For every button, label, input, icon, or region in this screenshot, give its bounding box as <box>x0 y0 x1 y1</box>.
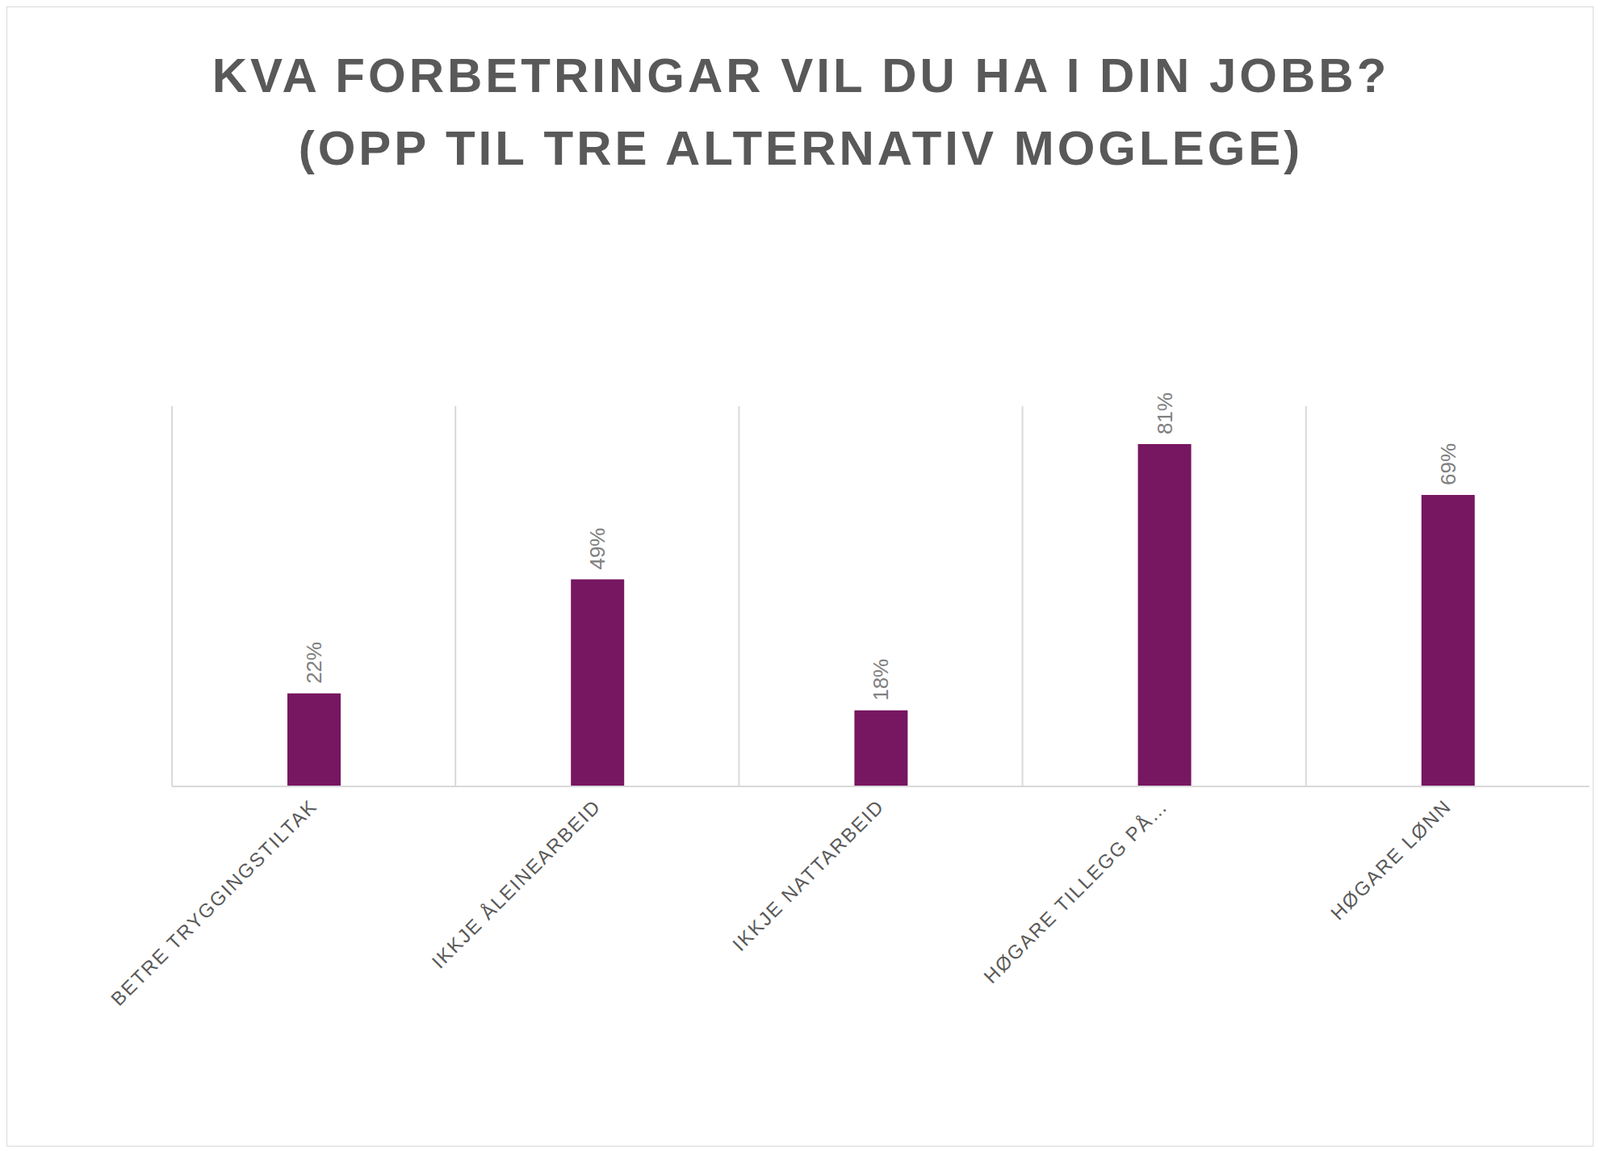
svg-text:22%: 22% <box>301 641 327 684</box>
svg-text:HØGARE TILLEGG PÅ…: HØGARE TILLEGG PÅ… <box>979 794 1173 988</box>
svg-text:IKKJE ÅLEINEARBEID: IKKJE ÅLEINEARBEID <box>427 794 605 972</box>
svg-text:81%: 81% <box>1152 392 1177 435</box>
svg-text:49%: 49% <box>585 527 610 570</box>
svg-text:BETRE TRYGGINGSTILTAK: BETRE TRYGGINGSTILTAK <box>106 794 322 1010</box>
svg-text:69%: 69% <box>1436 443 1461 486</box>
svg-text:18%: 18% <box>868 658 893 701</box>
html-text:KVA FORBETRINGAR VIL DU HA I D: KVA FORBETRINGAR VIL DU HA I DIN JOBB? (… <box>211 48 1390 176</box>
svg-text:HØGARE LØNN: HØGARE LØNN <box>1326 794 1456 924</box>
svg-text:IKKJE NATTARBEID: IKKJE NATTARBEID <box>728 794 889 955</box>
